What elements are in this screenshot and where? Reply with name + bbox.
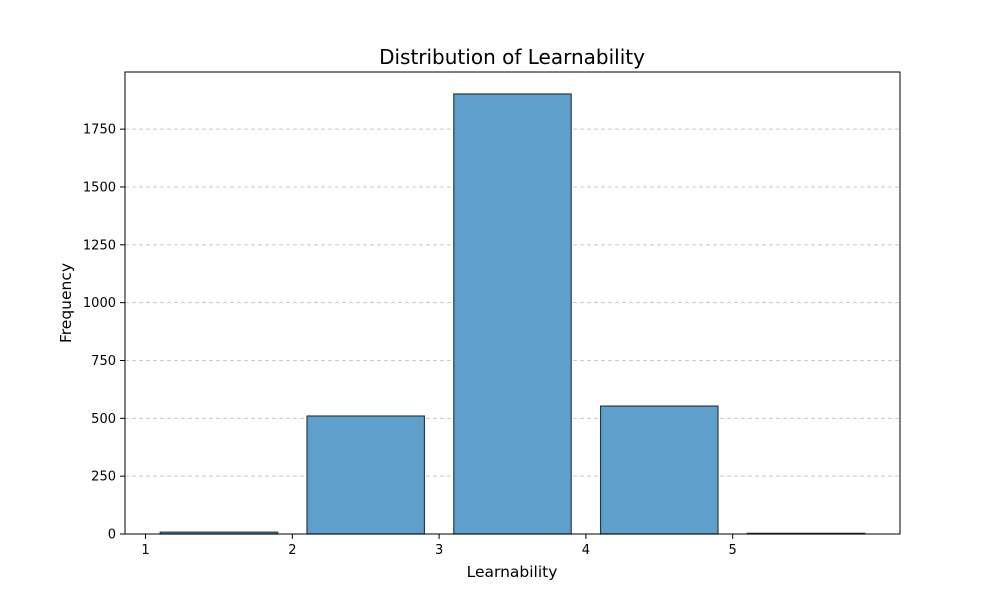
y-tick-label: 1000 bbox=[83, 296, 116, 311]
y-tick-label: 500 bbox=[91, 412, 116, 427]
x-tick-label: 1 bbox=[141, 543, 149, 558]
y-tick-label: 0 bbox=[108, 528, 116, 543]
y-tick-label: 1750 bbox=[83, 123, 116, 138]
chart-title: Distribution of Learnability bbox=[379, 45, 645, 69]
y-axis-label: Frequency bbox=[57, 263, 75, 343]
y-tick-label: 750 bbox=[91, 354, 116, 369]
x-tick-label: 5 bbox=[729, 543, 737, 558]
x-tick-label: 4 bbox=[582, 543, 590, 558]
histogram-bar bbox=[599, 405, 719, 535]
histogram-bar bbox=[453, 93, 572, 535]
x-axis-label: Learnability bbox=[467, 563, 558, 581]
x-tick-label: 3 bbox=[435, 543, 443, 558]
bars bbox=[159, 93, 866, 535]
y-tick-label: 250 bbox=[91, 470, 116, 485]
histogram-bar bbox=[306, 415, 426, 535]
y-tick-label: 1250 bbox=[83, 238, 116, 253]
y-axis-ticks: 0 250 500 750 1000 1250 1500 1750 bbox=[83, 123, 125, 543]
x-tick-label: 2 bbox=[288, 543, 296, 558]
y-tick-label: 1500 bbox=[83, 180, 116, 195]
x-axis-ticks: 1 2 3 4 5 bbox=[141, 534, 737, 558]
